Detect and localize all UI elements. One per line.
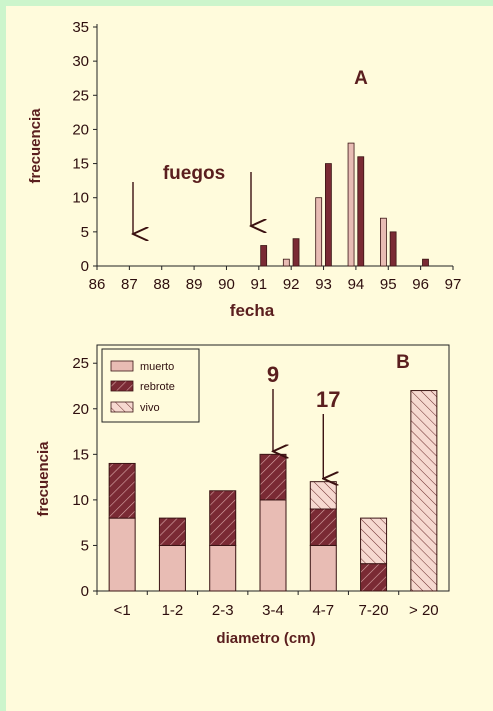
chart-a-x-tick-label: 94 xyxy=(348,276,365,293)
chart-a-bar xyxy=(422,258,429,267)
chart-a-x-tick-label: 96 xyxy=(412,276,429,293)
chart-a-x-tick-label: 88 xyxy=(153,276,170,293)
chart-a-bar xyxy=(315,197,323,267)
chart-a-x-tick-label: 87 xyxy=(121,276,138,293)
chart-b-x-tick-label: 4-7 xyxy=(312,602,334,619)
chart-a-panel-label: A xyxy=(354,68,368,89)
chart-a-x-tick-label: 86 xyxy=(89,276,106,293)
chart-a-bar xyxy=(324,163,332,267)
chart-b: frecuencia diametro (cm) B muerto rebrot… xyxy=(35,344,450,647)
chart-a-xlabel: fecha xyxy=(230,301,275,320)
chart-a-y-tick-label: 20 xyxy=(72,121,89,138)
chart-b-bar-segment xyxy=(360,517,388,565)
figure-svg: frecuencia fecha A fuegos 0 5 10 15 20 25 30 35… xyxy=(27,19,461,647)
chart-a-y-tick-label: 0 xyxy=(81,258,89,275)
chart-b-y-tick-label: 0 xyxy=(81,583,89,600)
chart-a-x-tick-label: 97 xyxy=(445,276,462,293)
chart-b-bar-segment xyxy=(259,499,287,592)
chart-a-y-tick-label: 35 xyxy=(72,19,89,36)
chart-a-x-tick-label: 92 xyxy=(283,276,300,293)
chart-a-x-tick-label: 95 xyxy=(380,276,397,293)
chart-b-bar-segment xyxy=(309,508,337,546)
figure-panel: frecuencia fecha A fuegos 0 5 10 15 20 25 30 35… xyxy=(6,6,493,711)
chart-b-bar-segment xyxy=(259,453,287,501)
chart-b-xlabel: diametro (cm) xyxy=(216,630,315,647)
chart-a-y-tick-label: 10 xyxy=(72,190,89,207)
chart-b-y-tick-label: 10 xyxy=(72,492,89,509)
chart-b-y-tick-label: 25 xyxy=(72,355,89,372)
chart-b-ylabel: frecuencia xyxy=(35,441,52,517)
chart-b-bar-segment xyxy=(209,544,237,592)
chart-a-y-tick-label: 5 xyxy=(81,224,89,241)
chart-b-annotation-label: 9 xyxy=(267,362,279,387)
chart-b-x-tick-label: <1 xyxy=(114,602,131,619)
chart-a-x-tick-label: 90 xyxy=(218,276,235,293)
chart-a-x-tick-label: 93 xyxy=(315,276,332,293)
fire-label: fuegos xyxy=(163,163,225,184)
chart-b-bar-segment xyxy=(410,390,438,592)
chart-a-bar xyxy=(389,231,397,267)
legend-label-vivo: vivo xyxy=(140,402,160,414)
legend-label-rebrote: rebrote xyxy=(140,381,175,393)
chart-b-panel-label: B xyxy=(396,352,410,373)
chart-b-x-tick-label: 3-4 xyxy=(262,602,284,619)
chart-b-y-tick-label: 15 xyxy=(72,446,89,463)
chart-a-y-tick-label: 15 xyxy=(72,156,89,173)
legend-swatch-vivo xyxy=(110,401,134,413)
chart-b-bar-segment xyxy=(158,544,186,592)
chart-b-x-tick-label: 2-3 xyxy=(212,602,234,619)
chart-a-bar xyxy=(357,156,365,267)
chart-b-bar-segment xyxy=(108,517,136,592)
chart-a: frecuencia fecha A fuegos 0 5 10 15 20 25 30 35… xyxy=(27,19,461,320)
chart-a-y-tick-label: 30 xyxy=(72,53,89,70)
legend-swatch-muerto xyxy=(110,360,134,372)
chart-a-bar xyxy=(292,238,300,267)
chart-a-x-tick-label: 89 xyxy=(186,276,203,293)
chart-b-bar-segment xyxy=(108,462,136,519)
chart-b-bar-segment xyxy=(360,563,388,592)
chart-a-bar xyxy=(282,258,290,267)
chart-b-legend: muerto rebrote vivo xyxy=(101,348,200,423)
legend-label-muerto: muerto xyxy=(140,361,174,373)
chart-b-bar-segment xyxy=(309,544,337,592)
chart-b-annotation-label: 17 xyxy=(316,387,340,412)
chart-b-bar-segment xyxy=(209,490,237,546)
chart-a-x-tick-label: 91 xyxy=(250,276,267,293)
chart-a-bar xyxy=(347,142,355,267)
chart-a-bar xyxy=(260,245,268,267)
chart-b-bar-segment xyxy=(158,517,186,546)
chart-a-y-tick-label: 25 xyxy=(72,87,89,104)
legend-swatch-rebrote xyxy=(110,380,134,392)
chart-a-bar xyxy=(380,217,387,267)
chart-b-x-tick-label: 1-2 xyxy=(162,602,184,619)
chart-b-y-tick-label: 20 xyxy=(72,401,89,418)
chart-a-ylabel: frecuencia xyxy=(27,108,44,184)
chart-b-bar-segment xyxy=(309,481,337,510)
chart-b-x-tick-label: > 20 xyxy=(409,602,439,619)
chart-b-x-tick-label: 7-20 xyxy=(359,602,389,619)
chart-b-y-tick-label: 5 xyxy=(81,537,89,554)
